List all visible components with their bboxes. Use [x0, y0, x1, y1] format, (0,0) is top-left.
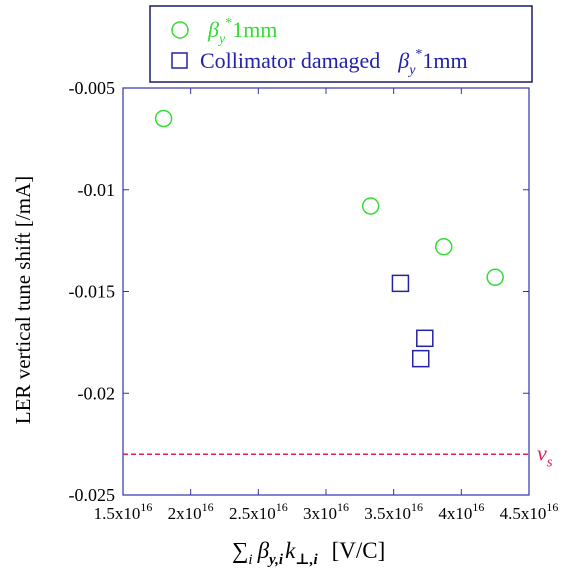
legend-label-series-1: βy*1mm — [207, 16, 277, 47]
y-tick-label: -0.01 — [78, 180, 116, 200]
y-tick-label: -0.025 — [69, 485, 116, 505]
x-axis: 1.5x1016 2x1016 2.5x1016 3x1016 3.5x1016 4x10… — [94, 88, 559, 523]
data-point-circle — [361, 197, 380, 215]
y-axis: -0.005 -0.01 -0.015 -0.02 -0.025 — [69, 78, 529, 505]
x-axis-label: ∑i βy,ik⊥,i [V/C] — [232, 538, 385, 568]
x-tick-label: 4x1016 — [438, 500, 484, 523]
x-tick-label: 3x1016 — [303, 500, 349, 523]
reference-line-group: νs — [123, 440, 553, 470]
data-point-square — [391, 274, 410, 293]
data-point-square — [416, 329, 434, 348]
data-point-circle — [154, 109, 173, 128]
x-tick-label: 4.5x1016 — [500, 500, 559, 523]
x-tick-label: 2x1016 — [168, 500, 214, 523]
legend-label-series-2: Collimator damaged βy*1mm — [200, 47, 468, 78]
x-tick-label: 1.5x1016 — [94, 500, 153, 523]
plot-frame — [122, 87, 530, 496]
y-tick-label: -0.005 — [69, 78, 116, 98]
x-tick-label: 3.5x1016 — [364, 500, 423, 523]
reference-line-label: νs — [537, 440, 553, 470]
data-point-circle — [486, 268, 504, 287]
data-point-circle — [434, 237, 453, 256]
legend-marker-square — [171, 52, 188, 69]
y-tick-label: -0.015 — [69, 282, 116, 302]
y-axis-label: LER vertical tune shift [/mA] — [11, 176, 35, 424]
y-tick-label: -0.02 — [78, 383, 116, 403]
legend-marker-circle — [171, 21, 189, 39]
data-points — [154, 109, 504, 368]
legend-frame — [149, 5, 533, 83]
data-point-square — [411, 349, 430, 368]
x-tick-label: 2.5x1016 — [229, 500, 288, 523]
legend: βy*1mm Collimator damaged βy*1mm — [149, 5, 533, 83]
